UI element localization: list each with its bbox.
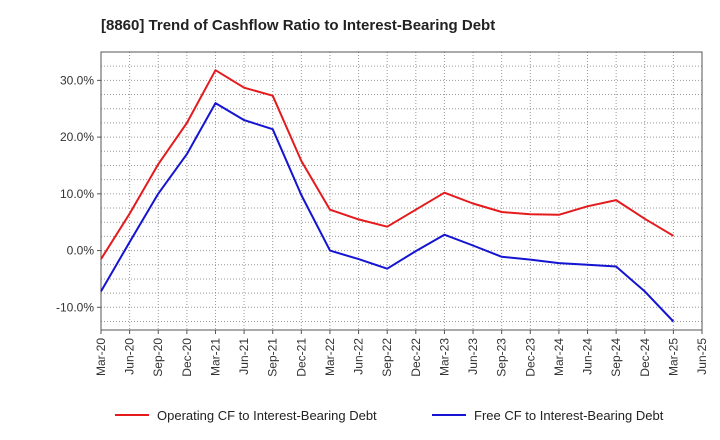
legend-swatch-operating-cf	[115, 414, 149, 416]
plot-frame	[100, 51, 703, 331]
legend: Operating CF to Interest-Bearing Debt Fr…	[0, 404, 720, 426]
x-axis: Mar-20 Jun-20 Sep-20 Dec-20 Mar-21 Jun-21 Sep-…	[94, 330, 709, 377]
x-tick-label: Jun-20	[123, 338, 137, 375]
x-tick-label: Mar-23	[437, 338, 451, 376]
chart-title: [8860] Trend of Cashflow Ratio to Intere…	[101, 17, 496, 34]
x-tick-label: Mar-24	[552, 338, 566, 376]
x-tick-label: Dec-24	[638, 338, 652, 377]
x-tick-label: Jun-21	[237, 338, 251, 375]
series-line-free-cf	[100, 102, 675, 323]
x-tick-label: Sep-22	[380, 338, 394, 377]
x-tick-label: Mar-21	[208, 338, 222, 376]
y-tick-label: 30.0%	[60, 73, 94, 87]
x-tick-label: Sep-21	[266, 338, 280, 377]
x-tick-label: Jun-25	[695, 338, 709, 375]
legend-item-free-cf: Free CF to Interest-Bearing Debt	[432, 404, 663, 426]
x-tick-label: Sep-20	[151, 338, 165, 377]
x-tick-label: Dec-23	[523, 338, 537, 377]
x-tick-label: Jun-22	[352, 338, 366, 375]
legend-label-free-cf: Free CF to Interest-Bearing Debt	[474, 407, 664, 423]
x-tick-label: Jun-23	[466, 338, 480, 375]
x-tick-label: Sep-24	[609, 338, 623, 377]
x-tick-label: Mar-25	[666, 338, 680, 376]
y-tick-label: -10.0%	[56, 300, 94, 314]
x-tick-label: Sep-23	[495, 338, 509, 377]
x-tick-label: Mar-20	[94, 338, 108, 376]
grid	[100, 51, 703, 330]
legend-label-operating-cf: Operating CF to Interest-Bearing Debt	[157, 407, 377, 423]
x-tick-label: Dec-20	[180, 338, 194, 377]
series	[100, 69, 675, 323]
series-line-operating-cf	[100, 69, 674, 260]
y-tick-label: 0.0%	[67, 244, 95, 258]
y-tick-label: 20.0%	[60, 130, 94, 144]
y-axis: -10.0% 0.0% 10.0% 20.0% 30.0%	[56, 73, 101, 314]
y-tick-label: 10.0%	[60, 187, 94, 201]
legend-item-operating-cf: Operating CF to Interest-Bearing Debt	[115, 404, 377, 426]
x-tick-label: Dec-21	[294, 338, 308, 377]
x-tick-label: Jun-24	[581, 338, 595, 375]
x-tick-label: Mar-22	[323, 338, 337, 376]
legend-swatch-free-cf	[432, 414, 466, 416]
x-tick-label: Dec-22	[409, 338, 423, 377]
